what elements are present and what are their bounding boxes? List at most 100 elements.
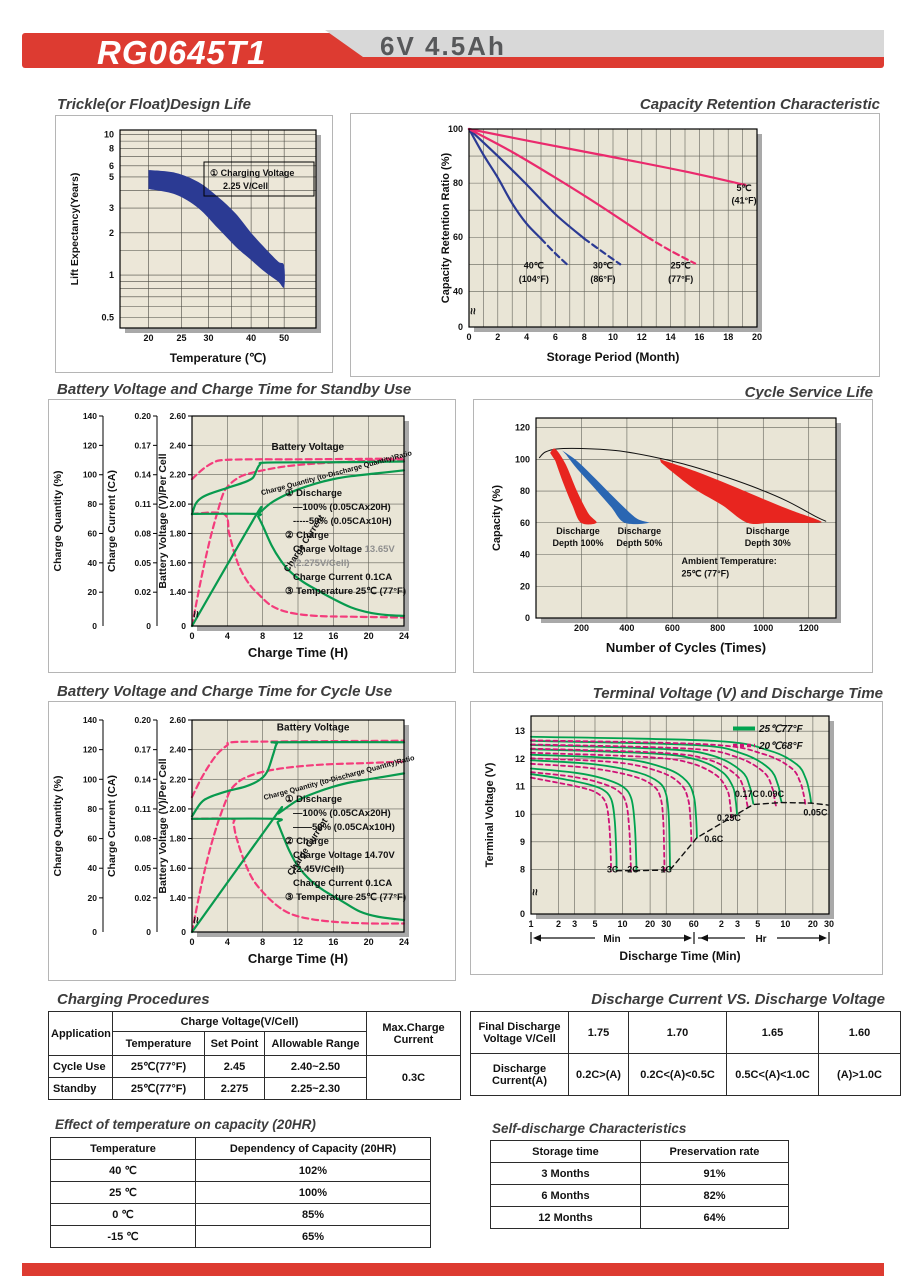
- svg-text:30: 30: [824, 919, 834, 929]
- svg-text:4: 4: [524, 332, 529, 342]
- svg-text:6: 6: [109, 161, 114, 171]
- svg-text:(104°F): (104°F): [519, 274, 549, 284]
- svg-text:20: 20: [645, 919, 655, 929]
- svg-text:—100% (0.05CAx20H): —100% (0.05CAx20H): [293, 502, 391, 513]
- title-charging-procedures: Charging Procedures: [57, 991, 210, 1008]
- svg-text:30℃: 30℃: [593, 260, 613, 270]
- svg-text:80: 80: [88, 804, 98, 814]
- svg-text:0: 0: [146, 621, 151, 631]
- svg-text:18: 18: [723, 332, 733, 342]
- svg-text:1: 1: [528, 919, 533, 929]
- table-row: Temperature Set Point Allowable Range: [49, 1031, 461, 1056]
- svg-text:24: 24: [399, 937, 409, 947]
- terminal-voltage-chart: 1 2 3 5 10 20 30 60 2 3 5 10 20 3013121110980Discharg…: [484, 715, 834, 963]
- svg-text:16: 16: [694, 332, 704, 342]
- svg-text:80: 80: [520, 486, 530, 496]
- svg-text:800: 800: [710, 623, 725, 633]
- svg-text:0.11: 0.11: [135, 804, 151, 814]
- svg-text:20: 20: [520, 581, 530, 591]
- svg-text:0: 0: [466, 332, 471, 342]
- svg-text:120: 120: [515, 423, 530, 433]
- svg-text:(2.275V/Cell): (2.275V/Cell): [293, 558, 350, 569]
- svg-text:400: 400: [619, 623, 634, 633]
- svg-text:5: 5: [109, 172, 114, 182]
- header-set-point: Set Point: [204, 1031, 265, 1056]
- svg-text:Battery Voltage: Battery Voltage: [277, 722, 350, 733]
- svg-text:2.40: 2.40: [169, 745, 186, 755]
- svg-text:2.25 V/Cell: 2.25 V/Cell: [223, 181, 268, 191]
- svg-text:1.60: 1.60: [169, 863, 186, 873]
- svg-text:1.80: 1.80: [169, 834, 186, 844]
- cell-dependency: 65%: [195, 1225, 431, 1248]
- svg-text:9: 9: [520, 837, 525, 847]
- svg-text:140: 140: [83, 411, 97, 421]
- svg-text:0.17: 0.17: [134, 440, 151, 450]
- svg-text:200: 200: [574, 623, 589, 633]
- svg-text:40: 40: [246, 333, 256, 343]
- svg-text:Hr: Hr: [755, 934, 766, 945]
- charging-table: Application Charge Voltage(V/Cell) Max.C…: [48, 1011, 461, 1100]
- svg-text:10: 10: [780, 919, 790, 929]
- svg-text:0.20: 0.20: [134, 715, 151, 725]
- svg-text:0: 0: [146, 927, 151, 937]
- header-final-discharge-voltage: Final Discharge Voltage V/Cell: [470, 1011, 569, 1054]
- svg-text:Min: Min: [603, 934, 620, 945]
- svg-text:30: 30: [204, 333, 214, 343]
- cell-max-charge-current: 0.3C: [366, 1055, 461, 1100]
- selfdischarge-table: Storage time Preservation rate 3 Months …: [490, 1140, 789, 1229]
- cell-voltage: 1.60: [818, 1011, 901, 1054]
- cell-current-range: 0.2C<(A)<0.5C: [628, 1053, 727, 1096]
- cell-allowable-range: 2.25~2.30: [264, 1077, 367, 1100]
- svg-text:0: 0: [525, 613, 530, 623]
- svg-text:2.00: 2.00: [169, 804, 186, 814]
- discharge-table: Final Discharge Voltage V/Cell 1.75 1.70…: [470, 1011, 901, 1096]
- svg-text:Capacity (%): Capacity (%): [491, 485, 503, 551]
- svg-text:40℃: 40℃: [524, 260, 544, 270]
- header-discharge-current: Discharge Current(A): [470, 1053, 569, 1096]
- svg-text:Depth 50%: Depth 50%: [616, 538, 662, 548]
- cell-temperature: 25℃(77°F): [112, 1055, 205, 1078]
- cell-current-range: 0.5C<(A)<1.0C: [726, 1053, 819, 1096]
- svg-text:4: 4: [225, 937, 230, 947]
- svg-text:② Charge: ② Charge: [285, 530, 329, 541]
- svg-text:2.00: 2.00: [169, 499, 186, 509]
- svg-text:Battery Voltage (V)/Per Cell: Battery Voltage (V)/Per Cell: [157, 758, 169, 893]
- svg-text:5℃: 5℃: [736, 183, 751, 193]
- svg-text:Depth 30%: Depth 30%: [745, 538, 791, 548]
- terminal-voltage-chart-panel: 1 2 3 5 10 20 30 60 2 3 5 10 20 30 13 12 11 10 9 8 0 Discharg…: [470, 701, 883, 975]
- svg-text:Charge Time (H): Charge Time (H): [248, 951, 348, 966]
- svg-text:3: 3: [572, 919, 577, 929]
- table-row: 0 ℃ 85%: [50, 1203, 431, 1226]
- svg-text:20℃68°F: 20℃68°F: [758, 741, 803, 752]
- svg-text:≈: ≈: [189, 917, 203, 924]
- table-row: Cycle Use 25℃(77°F) 2.45 2.40~2.50 0.3C: [48, 1055, 461, 1100]
- model-number: RG0645T1: [97, 34, 267, 71]
- svg-text:24: 24: [399, 631, 409, 641]
- svg-text:(41°F): (41°F): [731, 195, 756, 205]
- svg-text:60: 60: [88, 528, 98, 538]
- svg-text:100: 100: [448, 124, 463, 134]
- svg-text:0.08: 0.08: [134, 834, 151, 844]
- svg-text:40: 40: [88, 863, 98, 873]
- svg-text:≈: ≈: [528, 889, 542, 896]
- header-dependency: Dependency of Capacity (20HR): [195, 1137, 431, 1160]
- header-temperature: Temperature: [50, 1137, 196, 1160]
- svg-text:60: 60: [453, 232, 463, 242]
- svg-text:Charge Quantity (%): Charge Quantity (%): [52, 471, 64, 572]
- svg-text:120: 120: [83, 745, 97, 755]
- table-row: 3 Months 91%: [490, 1162, 789, 1185]
- svg-text:0.11: 0.11: [135, 499, 151, 509]
- title-capacity-retention: Capacity Retention Characteristic: [639, 96, 880, 113]
- svg-text:140: 140: [83, 715, 97, 725]
- cell-preservation-rate: 91%: [640, 1162, 789, 1185]
- svg-text:2.60: 2.60: [169, 715, 186, 725]
- title-effect-temperature: Effect of temperature on capacity (20HR): [55, 1117, 316, 1132]
- svg-text:0.05: 0.05: [134, 558, 151, 568]
- charging-procedures-table: Application Charge Voltage(V/Cell) Max.C…: [48, 1011, 461, 1100]
- header-charge-voltage: Charge Voltage(V/Cell): [112, 1011, 367, 1032]
- svg-text:1.60: 1.60: [169, 558, 186, 568]
- self-discharge-table: Storage time Preservation rate 3 Months …: [490, 1140, 789, 1229]
- svg-text:600: 600: [665, 623, 680, 633]
- header-gray-band: [325, 30, 884, 57]
- capacity-retention-chart: 0 2 4 6 8 10 12 14 16 18 20 100 80 60 40 0 Storage Perio…: [440, 124, 762, 364]
